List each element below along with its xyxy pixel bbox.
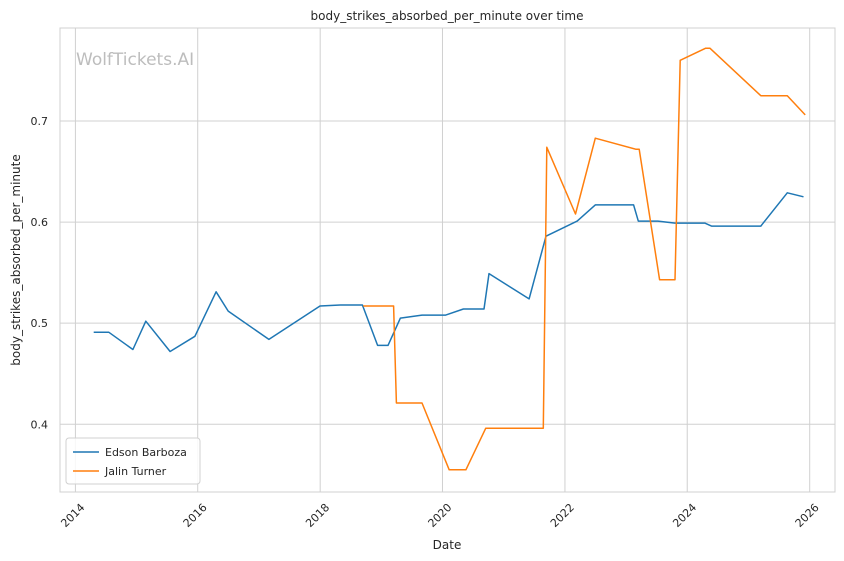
x-tick-label: 2016 xyxy=(181,501,210,530)
x-tick-label: 2024 xyxy=(670,501,699,530)
series-line-edson-barboza xyxy=(93,192,804,353)
y-tick-label: 0.5 xyxy=(31,317,49,330)
legend-label-jalin-turner: Jalin Turner xyxy=(104,465,167,478)
y-tick-label: 0.6 xyxy=(31,216,49,229)
series-layer xyxy=(93,47,806,471)
series-line-jalin-turner xyxy=(363,47,806,471)
x-tick-label: 2018 xyxy=(303,501,332,530)
legend: Edson Barboza Jalin Turner xyxy=(65,437,201,485)
y-axis-ticks: 0.4 0.5 0.6 0.7 xyxy=(31,115,49,431)
grid xyxy=(60,28,835,492)
x-tick-label: 2014 xyxy=(58,501,87,530)
y-tick-label: 0.7 xyxy=(31,115,49,128)
x-tick-label: 2020 xyxy=(426,501,455,530)
x-tick-label: 2026 xyxy=(793,501,822,530)
legend-box xyxy=(65,437,201,485)
legend-label-edson-barboza: Edson Barboza xyxy=(105,446,187,459)
x-axis-title: Date xyxy=(433,538,462,552)
x-tick-label: 2022 xyxy=(548,501,577,530)
y-axis-title: body_strikes_absorbed_per_minute xyxy=(9,154,23,365)
watermark: WolfTickets.AI xyxy=(76,50,194,70)
y-tick-label: 0.4 xyxy=(31,418,49,431)
plot-area-frame xyxy=(59,27,836,493)
chart-title: body_strikes_absorbed_per_minute over ti… xyxy=(311,9,584,23)
x-axis-ticks: 2014 2016 2018 2020 2022 2024 2026 xyxy=(58,501,821,530)
